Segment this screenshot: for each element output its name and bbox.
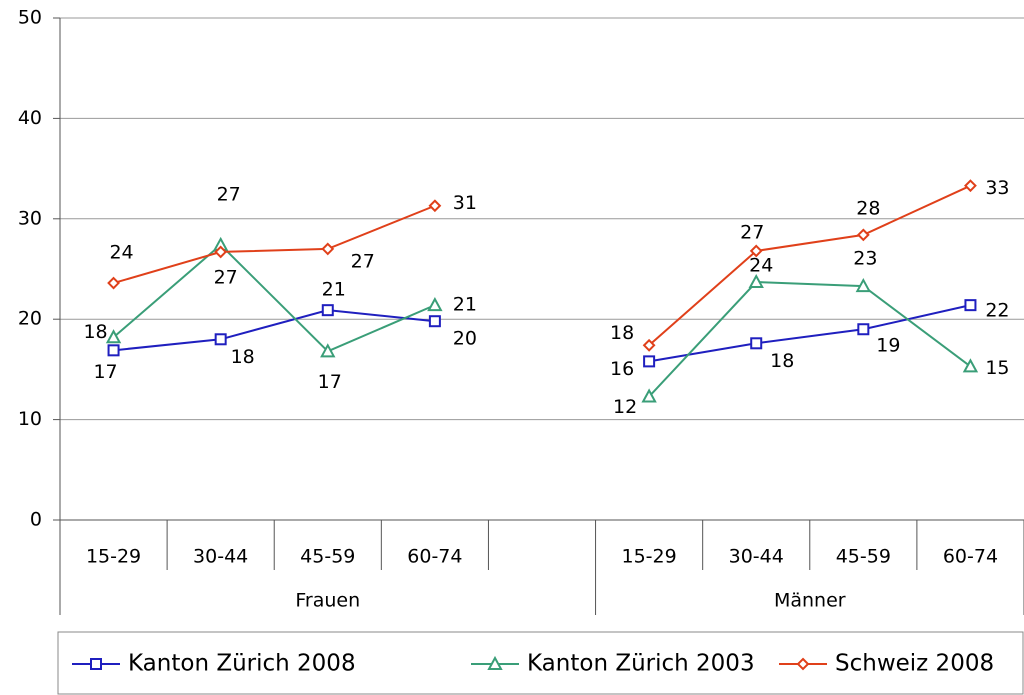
series-line — [112, 243, 972, 398]
marker — [964, 299, 977, 312]
x-tick-label: 30-44 — [193, 546, 248, 568]
data-label: 27 — [214, 266, 238, 288]
series-line — [113, 304, 971, 363]
data-label: 21 — [322, 279, 346, 301]
y-tick-label: 0 — [30, 509, 42, 531]
x-tick-label: 15-29 — [86, 546, 141, 568]
legend-marker — [90, 658, 102, 670]
marker — [320, 343, 336, 358]
x-tick-label: 60-74 — [407, 546, 462, 568]
data-label: 27 — [351, 250, 375, 272]
x-tick-label: 45-59 — [300, 546, 355, 568]
x-tick-label: 45-59 — [836, 546, 891, 568]
y-tick-label: 30 — [18, 207, 42, 229]
legend-label: Schweiz 2008 — [835, 651, 994, 677]
data-label: 17 — [318, 371, 342, 393]
marker — [321, 242, 335, 256]
data-label: 17 — [93, 361, 117, 383]
y-tick-label: 40 — [18, 107, 42, 129]
series-line — [113, 184, 971, 347]
data-label: 18 — [770, 350, 794, 372]
marker — [214, 245, 228, 259]
legend-box — [57, 631, 1024, 695]
marker — [964, 179, 977, 193]
data-label: 15 — [985, 357, 1009, 379]
marker — [855, 277, 872, 293]
data-label: 22 — [985, 300, 1009, 322]
data-label: 20 — [453, 328, 477, 350]
y-tick-label: 20 — [18, 308, 42, 330]
data-label: 27 — [217, 183, 241, 205]
marker — [643, 355, 656, 368]
data-label: 18 — [231, 346, 255, 368]
y-tick-label: 50 — [18, 7, 42, 29]
marker — [641, 388, 657, 403]
legend-label: Kanton Zürich 2003 — [527, 651, 755, 677]
legend-label: Kanton Zürich 2008 — [128, 651, 356, 677]
marker — [105, 329, 122, 344]
legend-marker — [487, 655, 503, 670]
x-tick-label: 30-44 — [729, 546, 784, 568]
x-tick-label: 15-29 — [622, 546, 677, 568]
marker — [107, 344, 120, 357]
marker — [962, 358, 979, 373]
marker — [321, 304, 334, 317]
data-label: 16 — [610, 358, 634, 380]
marker — [428, 199, 442, 213]
data-label: 18 — [83, 321, 107, 343]
legend-marker — [796, 657, 810, 671]
data-label: 18 — [610, 322, 634, 344]
data-label: 19 — [876, 335, 900, 357]
marker — [642, 338, 656, 352]
marker — [214, 333, 227, 346]
marker — [107, 276, 120, 290]
data-label: 28 — [856, 197, 880, 219]
data-label: 23 — [853, 248, 877, 270]
marker — [749, 244, 763, 258]
marker — [427, 297, 443, 312]
marker — [748, 273, 764, 289]
group-label: Männer — [774, 590, 846, 612]
marker — [428, 315, 441, 328]
data-label: 31 — [453, 192, 477, 214]
data-label: 21 — [453, 294, 477, 316]
group-label: Frauen — [295, 590, 360, 612]
data-label: 24 — [109, 242, 133, 264]
marker — [750, 337, 763, 350]
marker — [856, 228, 870, 242]
data-label: 33 — [985, 177, 1009, 199]
y-tick-label: 10 — [18, 408, 42, 430]
marker — [857, 323, 870, 336]
data-label: 24 — [749, 255, 773, 277]
data-label: 12 — [613, 396, 637, 418]
data-label: 27 — [740, 221, 764, 243]
x-tick-label: 60-74 — [943, 546, 998, 568]
